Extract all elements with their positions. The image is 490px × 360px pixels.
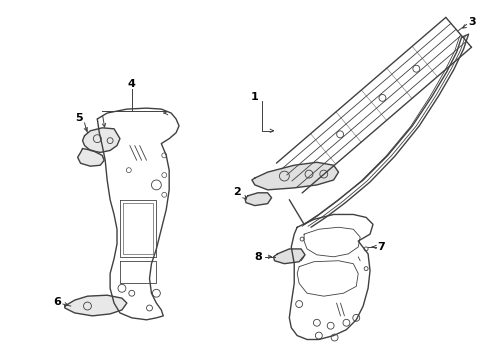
Polygon shape [82, 128, 120, 152]
Polygon shape [273, 249, 305, 264]
Text: 3: 3 [468, 18, 476, 27]
Text: 5: 5 [75, 113, 82, 123]
Text: 7: 7 [377, 242, 385, 252]
Polygon shape [77, 148, 104, 166]
Text: 6: 6 [53, 297, 61, 307]
Text: 8: 8 [254, 252, 262, 262]
Text: 1: 1 [251, 92, 259, 102]
Polygon shape [65, 295, 127, 316]
Polygon shape [245, 193, 271, 206]
Text: 4: 4 [128, 80, 136, 90]
Polygon shape [252, 162, 339, 190]
Text: 2: 2 [233, 187, 241, 197]
